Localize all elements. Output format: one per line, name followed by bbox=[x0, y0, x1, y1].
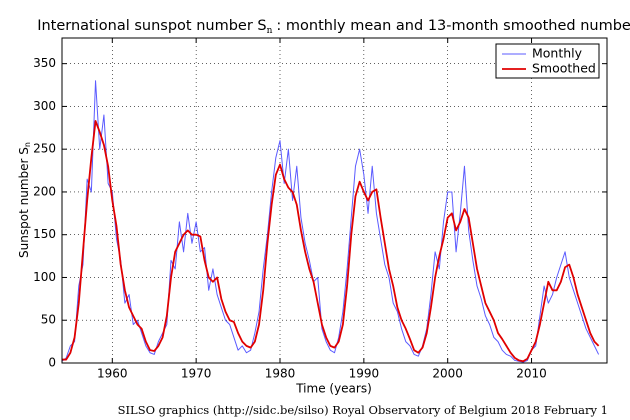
chart-title: International sunspot number Sn: monthly… bbox=[37, 18, 630, 36]
legend-label: Monthly bbox=[532, 46, 583, 61]
y-tick-label: 300 bbox=[33, 99, 56, 113]
x-tick-label: 1980 bbox=[265, 367, 296, 381]
x-tick-label: 1990 bbox=[349, 367, 380, 381]
y-tick-label: 350 bbox=[33, 56, 56, 70]
y-label-subscript: n bbox=[23, 142, 32, 147]
series-line bbox=[62, 80, 600, 363]
y-axis-label: Sunspot number Sn bbox=[17, 142, 32, 258]
legend-box bbox=[495, 43, 600, 79]
footer: SILSO graphics (http://sidc.be/silso) Ro… bbox=[118, 403, 608, 417]
x-tick-label: 2000 bbox=[432, 367, 463, 381]
y-label-main: Sunspot number S bbox=[17, 147, 31, 258]
title-rest: : monthly mean and 13-month smoothed num… bbox=[276, 18, 630, 34]
x-tick-label: 1960 bbox=[97, 367, 128, 381]
y-tick-label: 150 bbox=[33, 227, 56, 241]
title-subscript: n bbox=[267, 26, 273, 36]
y-tick-label: 250 bbox=[33, 142, 56, 156]
legend-label: Smoothed bbox=[532, 61, 596, 76]
x-tick-label: 2010 bbox=[516, 367, 547, 381]
plot-frame bbox=[61, 37, 608, 364]
y-tick-label: 200 bbox=[33, 184, 56, 198]
series-line bbox=[62, 120, 600, 363]
y-tick-label: 50 bbox=[41, 313, 56, 327]
x-axis-label: Time (years) bbox=[295, 382, 372, 396]
title-main: International sunspot number S bbox=[37, 18, 266, 34]
y-tick-label: 0 bbox=[48, 356, 56, 370]
y-tick-label: 100 bbox=[33, 270, 56, 284]
x-tick-label: 1970 bbox=[181, 367, 212, 381]
